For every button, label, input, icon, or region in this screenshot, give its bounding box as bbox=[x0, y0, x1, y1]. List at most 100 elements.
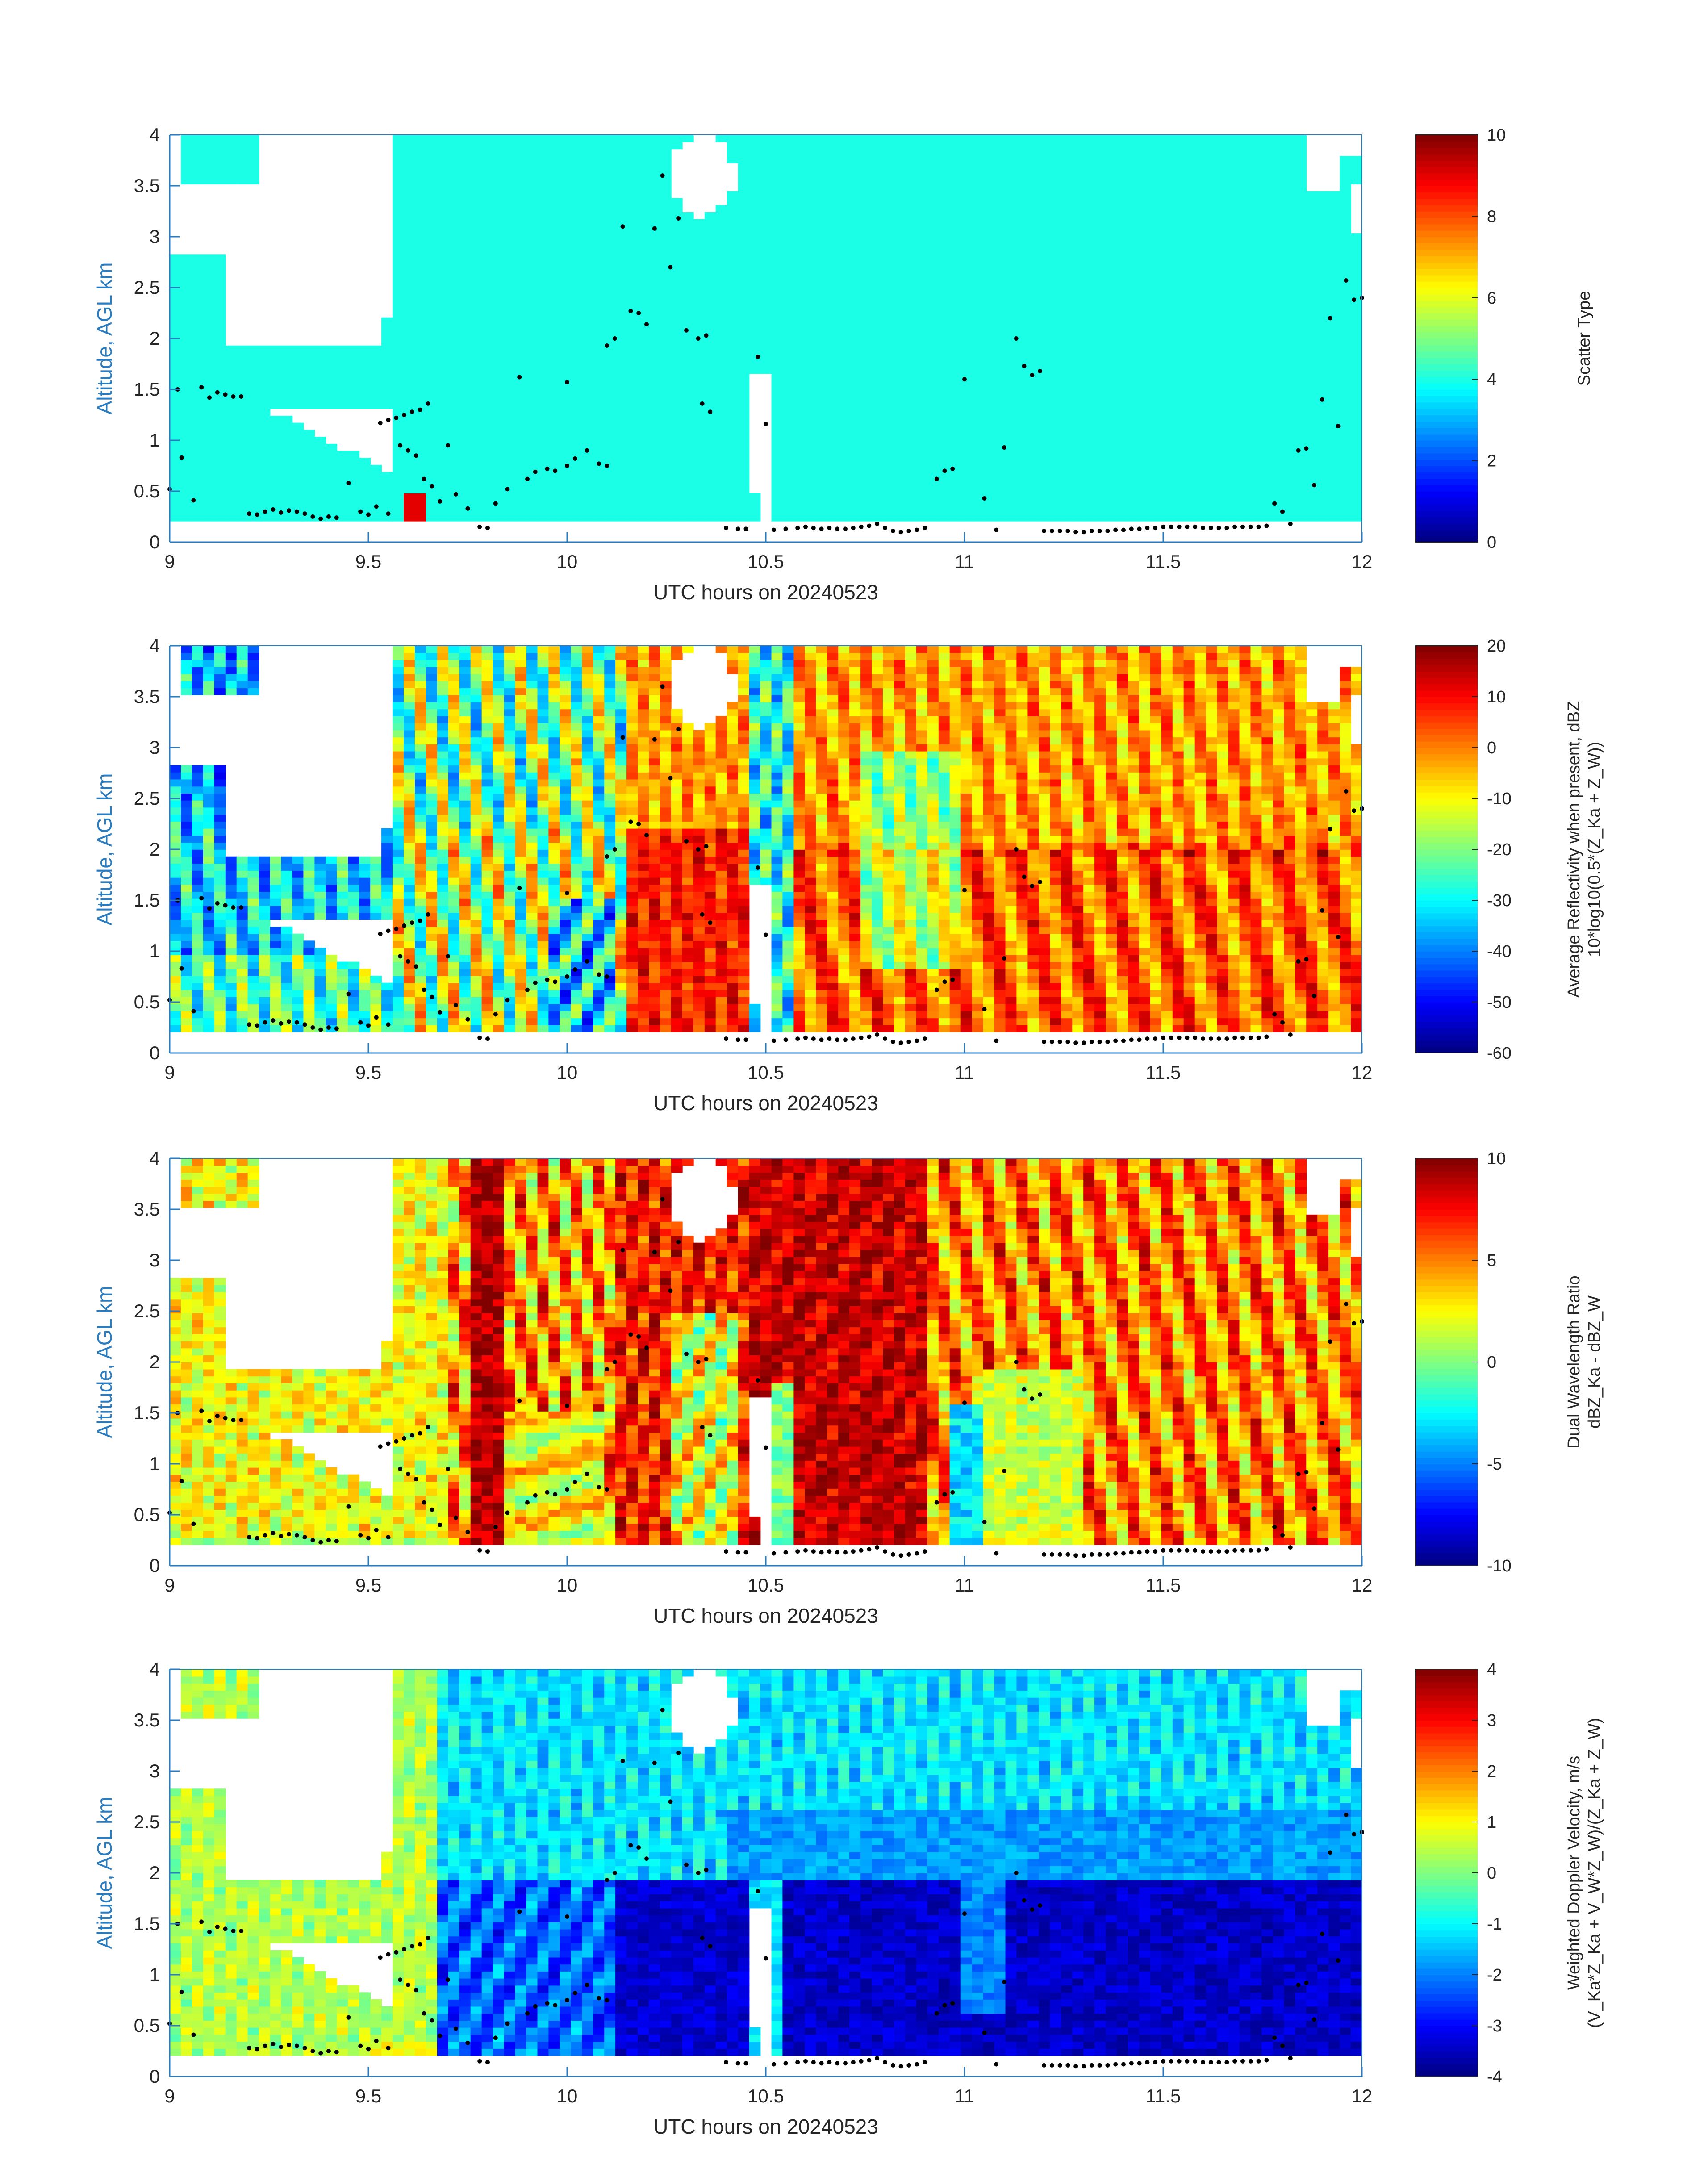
heatmap-cell bbox=[404, 289, 415, 297]
heatmap-cell bbox=[927, 310, 939, 318]
heatmap-cell bbox=[526, 240, 538, 248]
heatmap-cell bbox=[793, 205, 806, 213]
heatmap-cell bbox=[960, 177, 973, 184]
heatmap-cell bbox=[727, 352, 739, 360]
heatmap-cell bbox=[1217, 388, 1229, 395]
heatmap-cell bbox=[972, 163, 984, 171]
heatmap-cell bbox=[715, 275, 727, 283]
heatmap-cell bbox=[849, 458, 861, 465]
heatmap-cell bbox=[860, 486, 872, 493]
heatmap-cell bbox=[638, 184, 649, 192]
heatmap-cell bbox=[225, 472, 237, 480]
heatmap-cell bbox=[370, 401, 382, 409]
heatmap-cell bbox=[838, 443, 850, 451]
heatmap-cell bbox=[470, 289, 482, 297]
heatmap-cell bbox=[1094, 296, 1106, 304]
heatmap-cell bbox=[1094, 184, 1106, 192]
heatmap-cell bbox=[805, 507, 817, 514]
heatmap-cell bbox=[470, 142, 482, 150]
heatmap-cell bbox=[1083, 289, 1095, 297]
heatmap-cell bbox=[771, 142, 783, 150]
heatmap-cell bbox=[571, 373, 583, 381]
heatmap-cell bbox=[192, 317, 204, 325]
heatmap-cell bbox=[1128, 163, 1140, 171]
heatmap-cell bbox=[381, 359, 393, 367]
heatmap-cell bbox=[415, 191, 426, 199]
heatmap-cell bbox=[1194, 135, 1207, 142]
heatmap-cell bbox=[1094, 142, 1106, 150]
heatmap-cell bbox=[938, 493, 950, 501]
heatmap-cell bbox=[604, 289, 616, 297]
heatmap-cell bbox=[704, 380, 716, 388]
heatmap-cell bbox=[1139, 219, 1151, 227]
heatmap-cell bbox=[1039, 345, 1051, 353]
heatmap-cell bbox=[370, 366, 382, 374]
heatmap-cell bbox=[515, 437, 527, 444]
heatmap-cell bbox=[704, 352, 716, 360]
heatmap-cell bbox=[314, 373, 326, 381]
heatmap-cell bbox=[838, 184, 850, 192]
heatmap-cell bbox=[560, 177, 572, 184]
heatmap-cell bbox=[504, 303, 516, 311]
heatmap-cell bbox=[593, 451, 605, 459]
heatmap-cell bbox=[1261, 465, 1274, 472]
heatmap-cell bbox=[448, 303, 460, 311]
heatmap-cell bbox=[682, 345, 694, 353]
heatmap-cell bbox=[838, 394, 850, 402]
heatmap-cell bbox=[960, 240, 973, 248]
heatmap-cell bbox=[1273, 156, 1285, 163]
heatmap-cell bbox=[582, 177, 594, 184]
heatmap-cell bbox=[582, 163, 594, 171]
heatmap-cell bbox=[927, 359, 939, 367]
heatmap-cell bbox=[1150, 233, 1162, 241]
heatmap-cell bbox=[638, 338, 649, 346]
heatmap-cell bbox=[983, 205, 995, 213]
heatmap-cell bbox=[303, 465, 315, 472]
heatmap-cell bbox=[1039, 205, 1051, 213]
heatmap-cell bbox=[838, 296, 850, 304]
heatmap-cell bbox=[883, 472, 894, 480]
heatmap-cell bbox=[1139, 409, 1151, 416]
heatmap-cell bbox=[816, 177, 828, 184]
heatmap-cell bbox=[1261, 422, 1274, 430]
heatmap-cell bbox=[749, 282, 761, 290]
heatmap-cell bbox=[1273, 303, 1285, 311]
heatmap-cell bbox=[916, 142, 928, 150]
heatmap-cell bbox=[393, 296, 404, 304]
heatmap-cell bbox=[1261, 430, 1274, 437]
heatmap-cell bbox=[326, 352, 338, 360]
heatmap-cell bbox=[1128, 261, 1140, 269]
heatmap-cell bbox=[437, 275, 449, 283]
heatmap-cell bbox=[292, 401, 304, 409]
heatmap-cell bbox=[537, 177, 549, 184]
heatmap-cell bbox=[1027, 177, 1040, 184]
heatmap-cell bbox=[1039, 493, 1051, 501]
heatmap-cell bbox=[1228, 289, 1240, 297]
heatmap-cell bbox=[1050, 437, 1062, 444]
heatmap-cell bbox=[225, 451, 237, 459]
heatmap-cell bbox=[1161, 142, 1173, 150]
heatmap-cell bbox=[470, 338, 482, 346]
heatmap-cell bbox=[883, 430, 894, 437]
heatmap-cell bbox=[1128, 268, 1140, 276]
heatmap-cell bbox=[1027, 184, 1040, 192]
heatmap-cell bbox=[571, 388, 583, 395]
heatmap-cell bbox=[894, 430, 906, 437]
heatmap-cell bbox=[1284, 247, 1296, 255]
heatmap-cell bbox=[1061, 401, 1073, 409]
heatmap-cell bbox=[816, 310, 828, 318]
heatmap-cell bbox=[660, 465, 672, 472]
heatmap-cell bbox=[181, 465, 192, 472]
heatmap-cell bbox=[548, 443, 560, 451]
heatmap-cell bbox=[459, 282, 471, 290]
heatmap-cell bbox=[805, 233, 817, 241]
heatmap-cell bbox=[782, 219, 794, 227]
heatmap-cell bbox=[1206, 163, 1218, 171]
heatmap-cell bbox=[548, 233, 560, 241]
heatmap-cell bbox=[660, 486, 672, 493]
heatmap-cell bbox=[560, 493, 572, 501]
heatmap-cell bbox=[1306, 493, 1318, 501]
heatmap-cell bbox=[749, 275, 761, 283]
heatmap-cell bbox=[860, 380, 872, 388]
heatmap-cell bbox=[1050, 458, 1062, 465]
